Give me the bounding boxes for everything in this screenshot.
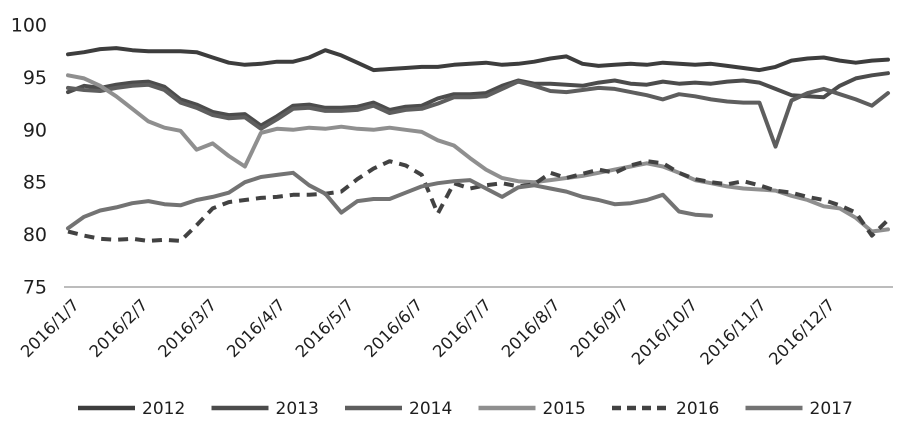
series-line-2017 xyxy=(66,170,714,231)
x-axis-tick-label: 2016/2/7 xyxy=(86,295,152,361)
series-line-2016 xyxy=(67,159,890,243)
x-axis-tick-label: 2016/7/7 xyxy=(429,295,495,361)
x-axis-tick-label: 2016/9/7 xyxy=(567,295,633,361)
x-axis-tick-label: 2016/10/7 xyxy=(628,295,701,368)
x-axis-tick-label: 2016/4/7 xyxy=(223,295,289,361)
legend-label-2012: 2012 xyxy=(142,399,185,419)
legend-label-2017: 2017 xyxy=(810,399,853,419)
x-axis-tick-label: 2016/1/7 xyxy=(17,295,83,361)
x-axis-tick-label: 2016/8/7 xyxy=(498,295,564,361)
series-line-2013 xyxy=(66,71,890,128)
x-axis-tick-label: 2016/6/7 xyxy=(360,295,426,361)
y-axis-tick-label: 90 xyxy=(23,119,47,141)
y-axis-tick-label: 75 xyxy=(23,277,47,299)
series-line-2012 xyxy=(66,46,890,73)
legend-label-2015: 2015 xyxy=(543,399,586,419)
y-axis-tick-label: 100 xyxy=(11,15,47,37)
y-axis-tick-label: 95 xyxy=(23,67,47,89)
legend-label-2013: 2013 xyxy=(276,399,319,419)
legend-label-2016: 2016 xyxy=(676,399,719,419)
series-line-2014 xyxy=(66,79,890,149)
x-axis-tick-label: 2016/11/7 xyxy=(697,295,770,368)
x-axis-tick-label: 2016/5/7 xyxy=(292,295,358,361)
y-axis-tick-label: 80 xyxy=(23,224,47,246)
y-axis-tick-label: 85 xyxy=(23,172,47,194)
legend-label-2014: 2014 xyxy=(409,399,452,419)
x-axis-tick-label: 2016/12/7 xyxy=(765,295,838,368)
x-axis-tick-label: 2016/3/7 xyxy=(154,295,220,361)
series-line-2015 xyxy=(66,73,890,234)
